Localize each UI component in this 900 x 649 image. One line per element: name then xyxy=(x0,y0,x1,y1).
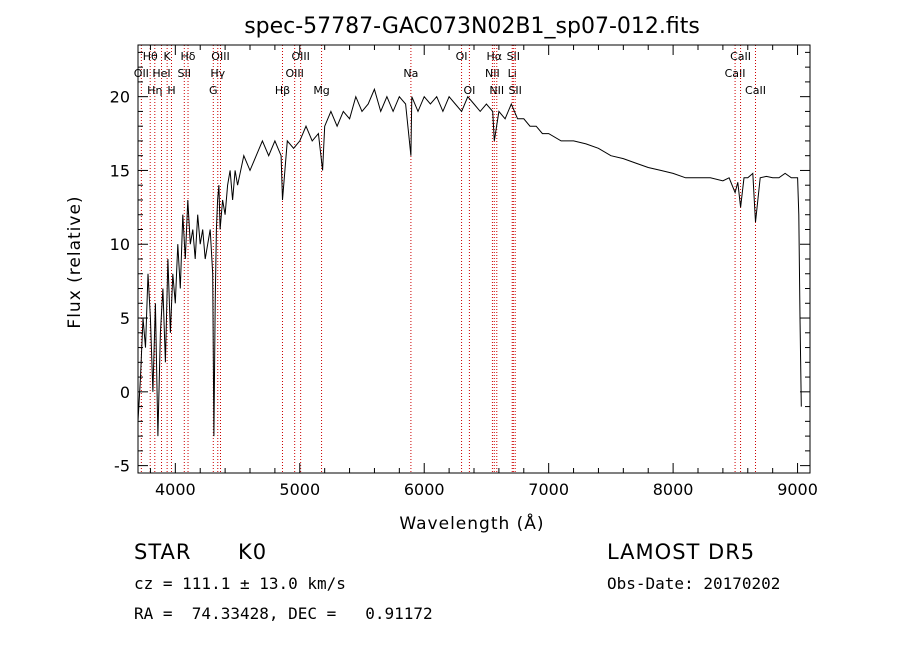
line-marker-label: OI xyxy=(456,50,468,63)
line-marker-label: Hθ xyxy=(143,50,158,63)
y-axis-label: Flux (relative) xyxy=(65,195,85,328)
line-marker-label: K xyxy=(164,50,172,63)
x-tick-label: 6000 xyxy=(404,480,445,499)
line-marker-label: NII xyxy=(489,84,504,97)
x-axis: 4000 5000 6000 7000 8000 9000 xyxy=(149,45,818,499)
x-tick-label: 7000 xyxy=(528,480,569,499)
chart-title: spec-57787-GAC073N02B1_sp07-012.fits xyxy=(244,14,700,39)
line-marker-label: Hγ xyxy=(210,67,225,80)
y-axis: -5 0 5 10 15 20 xyxy=(110,51,810,476)
line-marker-label: Hδ xyxy=(181,50,196,63)
obs-date: Obs-Date: 20170202 xyxy=(607,574,781,593)
line-marker-label: Li xyxy=(508,67,517,80)
y-tick-label: 15 xyxy=(110,161,130,180)
line-marker-label: SII xyxy=(507,50,520,63)
x-tick-label: 5000 xyxy=(279,480,320,499)
object-subclass: K0 xyxy=(238,540,268,564)
line-marker-label: Na xyxy=(403,67,418,80)
x-tick-label: 4000 xyxy=(155,480,196,499)
survey-name: LAMOST DR5 xyxy=(607,540,756,564)
spectral-line-markers: OIIHθHηHeIKHSIIHδGHγOIIIHβOIIIOIIIMgNaOI… xyxy=(134,45,766,473)
line-marker-label: NII xyxy=(485,67,500,80)
x-tick-label: 9000 xyxy=(777,480,818,499)
line-marker-label: Hη xyxy=(147,84,162,97)
line-marker-label: OIII xyxy=(211,50,229,63)
coordinates: RA = 74.33428, DEC = 0.91172 xyxy=(134,604,433,623)
line-marker-label: OIII xyxy=(285,67,303,80)
line-marker-label: OI xyxy=(463,84,475,97)
spectrum-series xyxy=(137,87,802,437)
object-class: STAR xyxy=(134,540,192,564)
line-marker-label: G xyxy=(209,84,218,97)
y-tick-label: 5 xyxy=(120,309,130,328)
y-tick-label: 0 xyxy=(120,383,130,402)
line-marker-label: Mg xyxy=(313,84,329,97)
x-tick-label: 8000 xyxy=(653,480,694,499)
redshift-cz: cz = 111.1 ± 13.0 km/s xyxy=(134,574,346,593)
line-marker-label: CaII xyxy=(745,84,766,97)
line-marker-label: H xyxy=(167,84,175,97)
plot-frame xyxy=(137,44,811,474)
line-marker-label: HeI xyxy=(152,67,170,80)
y-tick-label: 20 xyxy=(110,88,130,107)
line-marker-label: Hα xyxy=(487,50,503,63)
line-marker-label: SII xyxy=(508,84,521,97)
line-marker-label: CaII xyxy=(730,50,751,63)
y-tick-label: 10 xyxy=(110,235,130,254)
line-marker-label: CaII xyxy=(725,67,746,80)
y-tick-label: -5 xyxy=(114,457,130,476)
x-axis-label: Wavelength (Å) xyxy=(399,512,544,534)
line-marker-label: OIII xyxy=(291,50,309,63)
line-marker-label: SII xyxy=(178,67,191,80)
line-marker-label: Hβ xyxy=(275,84,290,97)
line-marker-label: OII xyxy=(134,67,149,80)
spectrum-line xyxy=(137,87,802,437)
